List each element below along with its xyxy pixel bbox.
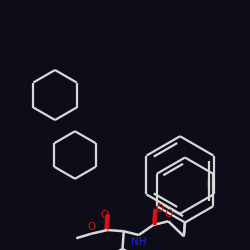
Text: O: O — [164, 209, 172, 219]
Text: NH: NH — [131, 237, 146, 247]
Text: O: O — [87, 222, 95, 232]
Text: O: O — [155, 204, 163, 214]
Text: O: O — [100, 210, 108, 220]
